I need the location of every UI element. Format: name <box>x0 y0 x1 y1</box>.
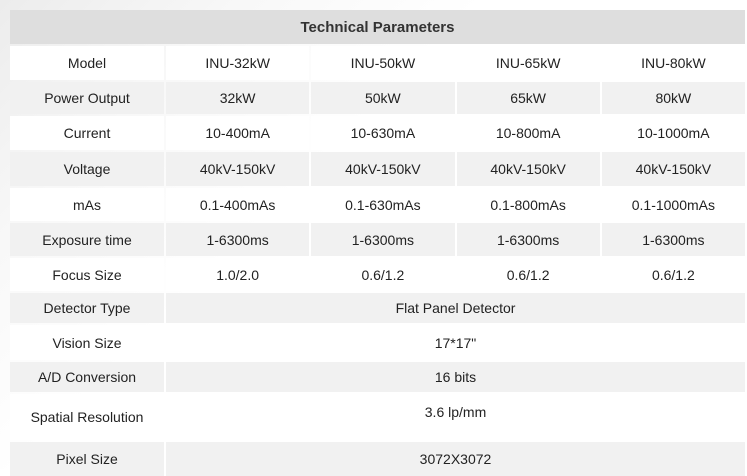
table-cell: 40kV-150kV <box>601 152 745 186</box>
row-label: Exposure time <box>10 223 164 256</box>
table-cell: 10-630mA <box>311 116 455 150</box>
table-row: mAs 0.1-400mAs 0.1-630mAs 0.1-800mAs 0.1-100… <box>10 188 745 221</box>
table-row: Voltage 40kV-150kV 40kV-150kV 40kV-150kV 40k… <box>10 152 745 186</box>
table-cell: 40kV-150kV <box>311 152 455 186</box>
table-cell-merged: 3072X3072 <box>166 442 745 476</box>
row-label: Pixel Size <box>10 442 164 476</box>
table-row: Power Output 32kW 50kW 65kW 80kW <box>10 82 745 114</box>
table-cell: 1-6300ms <box>601 223 745 256</box>
row-label: Vision Size <box>10 325 164 360</box>
table-row: Detector Type Flat Panel Detector <box>10 293 745 323</box>
table-row: Vision Size 17*17" <box>10 325 745 360</box>
table-body: Model INU-32kW INU-50kW INU-65kW INU-80kW Pow… <box>10 46 745 476</box>
table-row: Spatial Resolution 3.6 lp/mm <box>10 394 745 440</box>
table-cell: 10-400mA <box>166 116 310 150</box>
row-label: Power Output <box>10 82 164 114</box>
row-label: A/D Conversion <box>10 362 164 392</box>
table-cell: 40kV-150kV <box>166 152 310 186</box>
table-cell: 32kW <box>166 82 310 114</box>
table-cell-merged: Flat Panel Detector <box>166 293 745 323</box>
table-cell: 1-6300ms <box>456 223 600 256</box>
table-cell: 0.6/1.2 <box>311 258 455 291</box>
table-row: Exposure time 1-6300ms 1-6300ms 1-6300ms 1-6… <box>10 223 745 256</box>
table-cell: 50kW <box>311 82 455 114</box>
table-cell: INU-65kW <box>456 46 600 80</box>
table-cell-merged: 17*17" <box>166 325 745 360</box>
table-cell: 0.1-630mAs <box>311 188 455 221</box>
table-cell: 10-800mA <box>456 116 600 150</box>
row-label: Detector Type <box>10 293 164 323</box>
table-row: Model INU-32kW INU-50kW INU-65kW INU-80kW <box>10 46 745 80</box>
table-cell: 40kV-150kV <box>456 152 600 186</box>
table-row: Current 10-400mA 10-630mA 10-800mA 10-1000mA <box>10 116 745 150</box>
table-cell: INU-80kW <box>601 46 745 80</box>
table-cell: 1.0/2.0 <box>166 258 310 291</box>
technical-parameters-table: Technical Parameters Model INU-32kW INU-50… <box>10 10 745 476</box>
table-cell: 0.1-1000mAs <box>601 188 745 221</box>
table-cell: 80kW <box>601 82 745 114</box>
row-label: Model <box>10 46 164 80</box>
table-cell-merged: 16 bits <box>166 362 745 392</box>
table-cell-merged: 3.6 lp/mm <box>166 394 745 440</box>
row-label: mAs <box>10 188 164 221</box>
table-cell: 1-6300ms <box>311 223 455 256</box>
table-row: A/D Conversion 16 bits <box>10 362 745 392</box>
table-cell: 1-6300ms <box>166 223 310 256</box>
table-cell: 0.6/1.2 <box>456 258 600 291</box>
row-label: Current <box>10 116 164 150</box>
table-cell: 0.1-800mAs <box>456 188 600 221</box>
row-label: Spatial Resolution <box>10 394 164 440</box>
table-title: Technical Parameters <box>10 10 745 44</box>
table-cell: 0.1-400mAs <box>166 188 310 221</box>
table-cell: 10-1000mA <box>601 116 745 150</box>
table-row: Focus Size 1.0/2.0 0.6/1.2 0.6/1.2 0.6/1.2 <box>10 258 745 291</box>
table-cell: INU-32kW <box>166 46 310 80</box>
table-cell: INU-50kW <box>311 46 455 80</box>
table-cell: 0.6/1.2 <box>601 258 745 291</box>
table-row: Pixel Size 3072X3072 <box>10 442 745 476</box>
row-label: Voltage <box>10 152 164 186</box>
table-cell: 65kW <box>456 82 600 114</box>
row-label: Focus Size <box>10 258 164 291</box>
